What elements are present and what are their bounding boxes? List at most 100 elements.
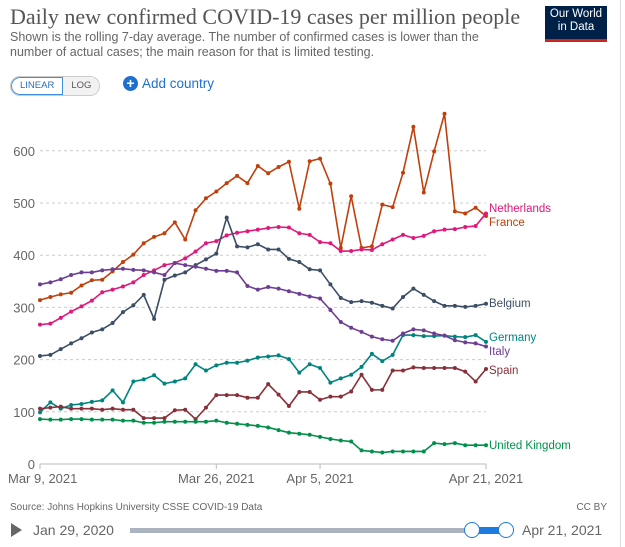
timeline-end-date: Apr 21, 2021 — [522, 522, 603, 538]
timeline-start-handle[interactable] — [464, 522, 480, 538]
data-point — [100, 398, 105, 403]
y-tick-label: 200 — [13, 353, 35, 368]
add-country-button[interactable]: + Add country — [123, 76, 214, 91]
data-point — [390, 449, 395, 454]
timeline-track[interactable] — [130, 528, 508, 533]
data-point — [141, 377, 146, 382]
data-point — [183, 376, 188, 381]
data-point — [120, 400, 125, 405]
data-point — [110, 388, 115, 393]
series-label: Italy — [489, 346, 510, 358]
data-point — [193, 264, 198, 269]
data-point — [359, 329, 364, 334]
data-point — [172, 408, 177, 413]
data-point — [463, 304, 468, 309]
data-point — [172, 379, 177, 384]
data-point — [214, 268, 219, 273]
timeline-end-handle[interactable] — [498, 522, 514, 538]
chart-title: Daily new confirmed COVID-19 cases per m… — [10, 4, 521, 29]
data-point — [338, 394, 343, 399]
data-point — [369, 387, 374, 392]
data-point — [452, 334, 457, 339]
data-point — [266, 382, 271, 387]
data-point — [255, 355, 260, 360]
linear-button[interactable]: LINEAR — [11, 77, 64, 95]
data-point — [38, 353, 42, 358]
data-point — [318, 240, 323, 245]
data-point — [411, 286, 416, 291]
data-point — [390, 338, 395, 343]
data-point — [203, 419, 208, 424]
data-point — [484, 211, 488, 216]
data-point — [152, 420, 157, 425]
owid-logo[interactable]: Our World in Data — [545, 6, 607, 42]
data-point — [255, 163, 260, 168]
data-point — [307, 362, 312, 367]
data-point — [473, 223, 478, 228]
data-point — [110, 406, 115, 411]
data-point — [432, 149, 437, 154]
data-point — [411, 365, 416, 370]
data-point — [48, 405, 53, 410]
log-button[interactable]: LOG — [63, 77, 100, 95]
data-point — [328, 282, 333, 287]
data-point — [307, 294, 312, 299]
data-point — [89, 298, 94, 303]
data-point — [120, 310, 125, 315]
data-point — [152, 316, 157, 321]
data-point — [328, 181, 333, 186]
data-point — [421, 334, 426, 339]
data-point — [162, 273, 167, 278]
data-point — [38, 282, 42, 287]
data-point — [421, 190, 426, 195]
data-point — [442, 365, 447, 370]
series-line-germany — [39, 334, 487, 413]
data-point — [484, 443, 488, 448]
data-point — [473, 205, 478, 210]
data-point — [120, 266, 125, 271]
data-point — [214, 239, 219, 244]
data-point — [141, 273, 146, 278]
data-point — [369, 247, 374, 252]
data-point — [224, 215, 229, 220]
data-point — [58, 315, 63, 320]
data-point — [463, 211, 468, 216]
data-point — [224, 181, 229, 186]
data-point — [349, 300, 354, 305]
data-point — [38, 410, 42, 415]
data-point — [276, 392, 281, 397]
data-point — [224, 360, 229, 365]
data-point — [79, 406, 84, 411]
series-label: Germany — [489, 332, 537, 344]
data-point — [452, 303, 457, 308]
data-point — [390, 237, 395, 242]
series-line-united-kingdom — [39, 418, 486, 454]
data-point — [359, 299, 364, 304]
data-point — [297, 259, 302, 264]
data-point — [224, 233, 229, 238]
data-point — [235, 393, 240, 398]
data-point — [286, 357, 291, 362]
data-point — [401, 294, 406, 299]
data-point — [297, 431, 302, 436]
series-label: France — [489, 217, 525, 229]
license-link[interactable]: CC BY — [576, 502, 607, 513]
data-point — [276, 286, 281, 291]
data-point — [100, 327, 105, 332]
play-icon[interactable] — [11, 523, 22, 537]
data-point — [390, 368, 395, 373]
timeline-selected-range[interactable] — [471, 527, 506, 534]
data-point — [328, 241, 333, 246]
data-point — [245, 229, 250, 234]
data-point — [162, 416, 167, 421]
data-point — [411, 235, 416, 240]
data-point — [484, 301, 488, 306]
data-point — [359, 247, 364, 252]
data-point — [79, 336, 84, 341]
data-point — [162, 419, 167, 424]
data-point — [214, 393, 219, 398]
data-point — [162, 231, 167, 236]
data-point — [463, 443, 468, 448]
data-point — [473, 379, 478, 384]
